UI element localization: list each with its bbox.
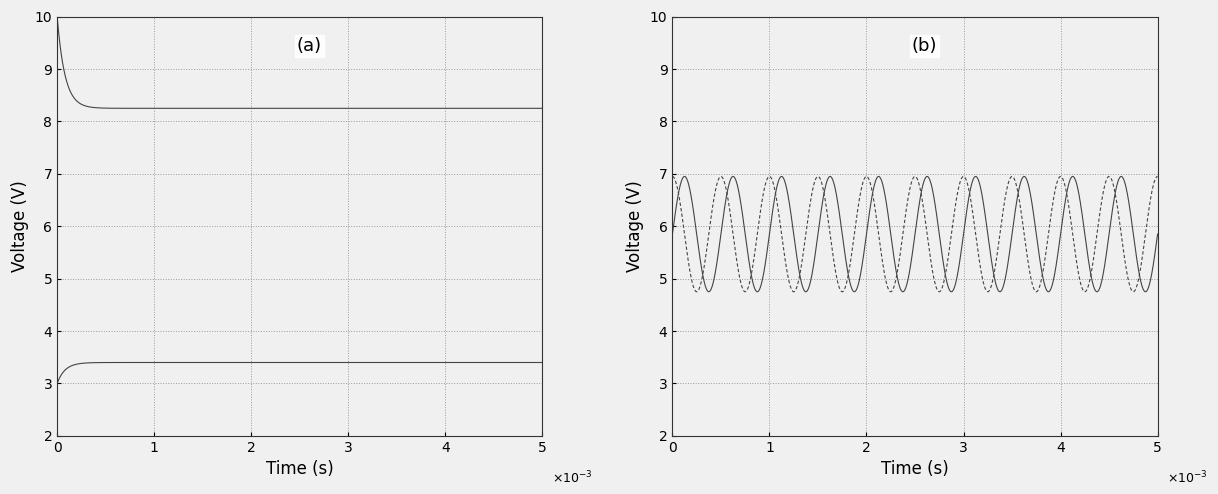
Text: $\times 10^{-3}$: $\times 10^{-3}$ [552,469,593,486]
X-axis label: Time (s): Time (s) [266,460,334,478]
Y-axis label: Voltage (V): Voltage (V) [626,180,644,272]
Y-axis label: Voltage (V): Voltage (V) [11,180,29,272]
Text: (a): (a) [297,37,322,55]
Text: (b): (b) [912,37,938,55]
Text: $\times 10^{-3}$: $\times 10^{-3}$ [1167,469,1208,486]
X-axis label: Time (s): Time (s) [881,460,949,478]
